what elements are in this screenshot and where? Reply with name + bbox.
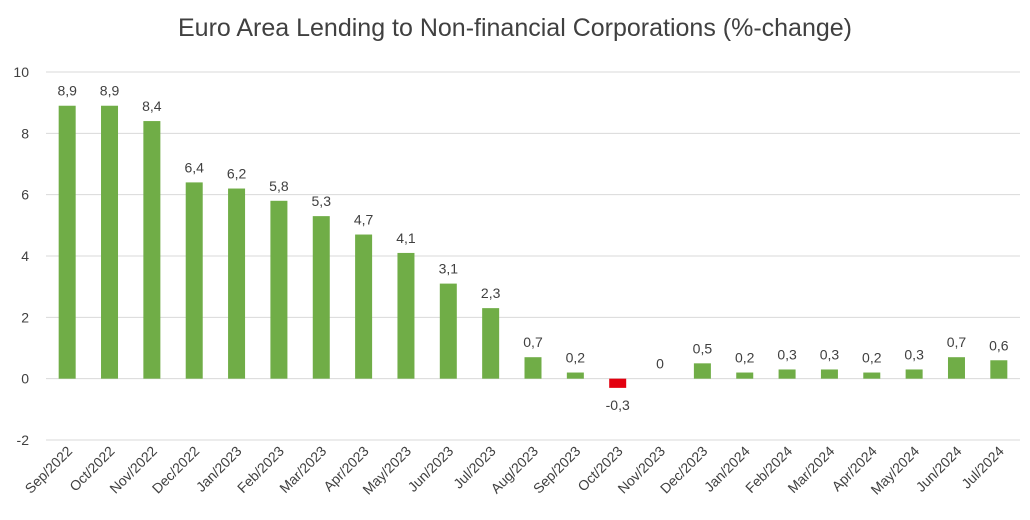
y-tick-label: 8 [21, 125, 29, 141]
data-label: 0,5 [693, 340, 713, 356]
data-label: 0,3 [904, 346, 924, 362]
x-tick-label: Sep/2023 [530, 443, 584, 497]
data-label: 0,7 [523, 334, 543, 350]
bar [990, 360, 1008, 379]
bar [524, 357, 542, 379]
data-label: 0,2 [566, 350, 586, 366]
data-label: 0,7 [947, 334, 967, 350]
data-label: 0,6 [989, 337, 1009, 353]
bar [101, 105, 119, 379]
bar [312, 216, 330, 379]
data-label: 2,3 [481, 285, 501, 301]
y-tick-label: 10 [13, 64, 29, 80]
chart-title: Euro Area Lending to Non-financial Corpo… [178, 14, 852, 42]
data-label: 4,1 [396, 230, 416, 246]
data-label: 3,1 [439, 261, 459, 277]
data-label: 0 [656, 356, 664, 372]
x-tick-label: Dec/2022 [149, 443, 203, 497]
bar [397, 252, 415, 379]
data-label: 6,4 [184, 159, 204, 175]
data-label: 8,9 [100, 83, 120, 99]
x-tick-label: Mar/2024 [784, 443, 837, 496]
data-label: 0,3 [820, 346, 840, 362]
bar [439, 283, 457, 379]
x-tick-label: Jun/2024 [913, 443, 965, 495]
bar [736, 372, 754, 379]
data-label: -0,3 [606, 397, 630, 413]
bar [270, 200, 288, 379]
data-label: 6,2 [227, 166, 247, 182]
bar [482, 308, 500, 379]
x-axis-labels: Sep/2022Oct/2022Nov/2022Dec/2022Jan/2023… [22, 443, 1008, 498]
data-label: 4,7 [354, 212, 374, 228]
data-label: 8,9 [57, 83, 77, 99]
bar [143, 121, 161, 379]
bar [355, 234, 373, 379]
data-label: 5,3 [312, 193, 332, 209]
data-label: 0,2 [862, 350, 882, 366]
y-axis-ticks: -2 0 2 4 6 8 10 [13, 64, 29, 448]
y-tick-label: 4 [21, 248, 29, 264]
bar [609, 378, 627, 388]
bar [228, 188, 246, 379]
x-tick-label: Dec/2023 [657, 443, 711, 497]
y-tick-label: 6 [21, 187, 29, 203]
bar [820, 369, 838, 379]
y-tick-label: 2 [21, 309, 29, 325]
bar [58, 105, 76, 379]
bar [185, 182, 203, 379]
bar [693, 363, 711, 379]
bar [905, 369, 923, 379]
y-tick-label: -2 [17, 432, 30, 448]
x-tick-label: Sep/2022 [22, 443, 76, 497]
x-tick-label: Mar/2023 [276, 443, 329, 496]
data-label: 0,2 [735, 350, 755, 366]
data-label: 5,8 [269, 178, 289, 194]
data-label: 0,3 [777, 346, 797, 362]
x-tick-label: Jul/2024 [958, 443, 1007, 492]
bar [778, 369, 796, 379]
bars [58, 105, 1008, 388]
bar [566, 372, 584, 379]
y-tick-label: 0 [21, 371, 29, 387]
bar [947, 357, 965, 379]
data-labels: 8,9 8,9 8,4 6,4 6,2 5,8 5,3 4,7 4,1 3,1 2,3 0,7 0,2 -… [57, 83, 1008, 413]
bar [863, 372, 881, 379]
x-tick-label: Jun/2023 [404, 443, 456, 495]
data-label: 8,4 [142, 98, 162, 114]
